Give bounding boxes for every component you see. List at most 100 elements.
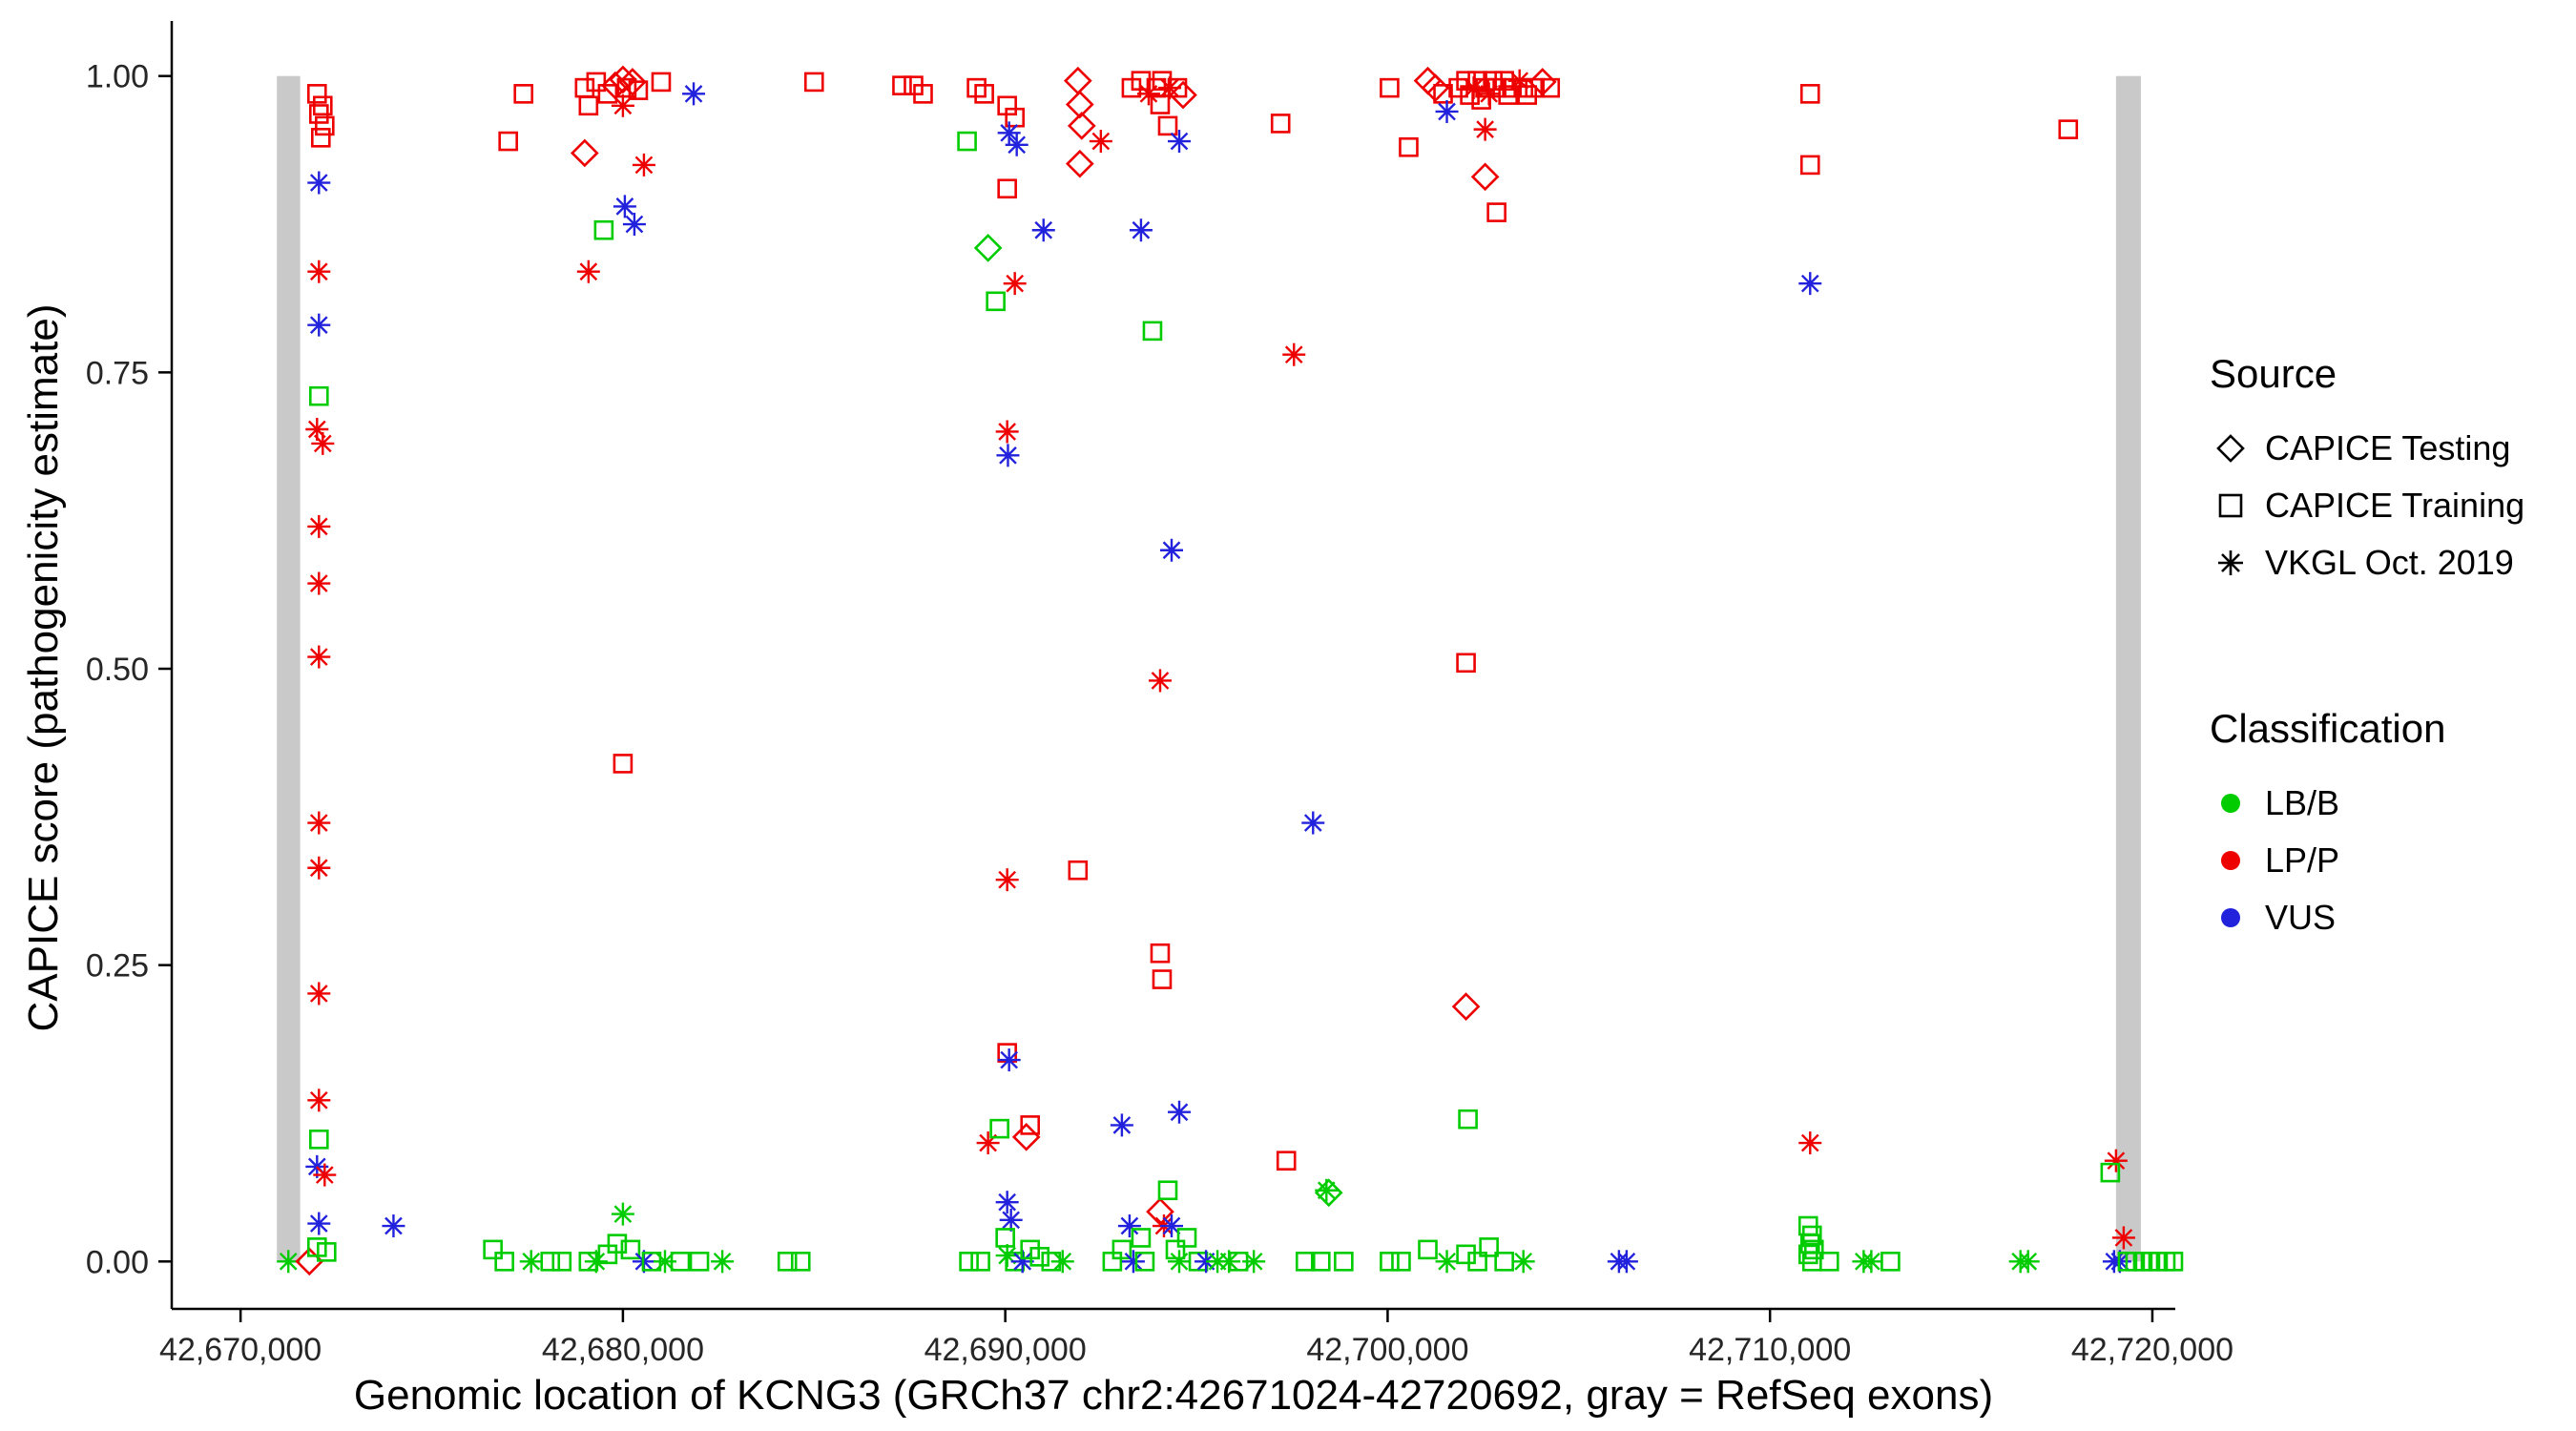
legend-item-label: CAPICE Testing: [2265, 428, 2511, 467]
data-point: [777, 1251, 798, 1272]
data-point: [973, 234, 1003, 262]
data-point: [1473, 117, 1497, 141]
data-point: [1142, 321, 1163, 342]
y-tick-label: 0.00: [86, 1244, 149, 1280]
y-axis-title: CAPICE score (pathogenicity estimate): [20, 303, 67, 1032]
y-tick-label: 1.00: [86, 59, 149, 95]
data-point: [1276, 1151, 1297, 1171]
data-point: [1301, 811, 1325, 835]
data-point: [1168, 130, 1192, 154]
data-point: [307, 313, 331, 337]
data-point: [1148, 669, 1172, 693]
data-point: [307, 571, 331, 595]
data-point: [593, 219, 614, 240]
x-tick-label: 42,710,000: [1689, 1332, 1851, 1368]
data-point: [970, 1251, 990, 1272]
data-point: [997, 178, 1017, 199]
data-point: [1486, 202, 1506, 222]
data-point: [790, 1251, 811, 1272]
data-point: [1168, 1100, 1192, 1124]
data-point: [2104, 1149, 2128, 1172]
data-point: [1435, 99, 1459, 123]
data-point: [1003, 272, 1027, 296]
data-point: [1117, 1214, 1141, 1238]
data-point: [315, 115, 335, 136]
data-point: [1798, 272, 1822, 296]
data-point: [1168, 1250, 1192, 1274]
data-point: [584, 1250, 608, 1274]
data-point: [1063, 66, 1092, 95]
data-point: [1458, 1109, 1478, 1130]
legend-item-label: VUS: [2265, 898, 2337, 937]
asterisk-icon: [2218, 550, 2243, 575]
legend-item-lbb: LB/B: [2210, 775, 2524, 832]
data-point: [1157, 115, 1178, 136]
data-point: [803, 72, 824, 93]
data-point: [1295, 1251, 1316, 1272]
data-point: [611, 1202, 634, 1226]
data-point: [957, 131, 977, 152]
data-point: [999, 1208, 1023, 1232]
data-point: [1068, 860, 1089, 881]
data-point: [498, 131, 518, 152]
data-point: [628, 80, 649, 100]
data-point: [1880, 1251, 1901, 1272]
data-point: [976, 1131, 1000, 1155]
data-point: [1067, 112, 1096, 140]
data-point: [1467, 1251, 1487, 1272]
data-point: [620, 1239, 641, 1260]
data-point: [609, 65, 637, 94]
data-point: [1146, 1197, 1174, 1226]
data-point: [1451, 992, 1481, 1021]
data-point: [2100, 1162, 2121, 1183]
legend-classification-title: Classification: [2210, 706, 2446, 751]
data-point: [1479, 1237, 1499, 1257]
data-point: [310, 128, 331, 148]
data-point: [1065, 90, 1094, 119]
data-point: [959, 1251, 979, 1272]
data-point: [974, 84, 994, 104]
data-point: [2016, 1250, 2040, 1274]
x-tick-label: 42,680,000: [542, 1332, 704, 1368]
data-point: [1799, 84, 1820, 104]
data-point: [1310, 1251, 1331, 1272]
data-point: [682, 82, 706, 106]
data-point: [1121, 1250, 1145, 1274]
data-point: [996, 444, 1020, 467]
data-point: [670, 1251, 691, 1272]
legend-item-vus: VUS: [2210, 889, 2524, 946]
data-point: [308, 1130, 329, 1150]
data-point: [1418, 1239, 1438, 1260]
data-point: [995, 1228, 1015, 1248]
y-tick-label: 0.75: [86, 355, 149, 391]
data-point: [711, 1250, 735, 1274]
data-point: [1314, 1178, 1343, 1208]
data-point: [576, 259, 600, 283]
x-tick-label: 42,700,000: [1306, 1332, 1468, 1368]
data-point: [494, 1251, 514, 1272]
data-point: [892, 75, 912, 95]
x-tick-label: 42,670,000: [159, 1332, 322, 1368]
data-point: [308, 385, 329, 406]
refseq-exon-bar: [277, 75, 301, 1262]
data-point: [307, 259, 331, 283]
data-point: [1159, 1214, 1183, 1238]
legend-item-label: CAPICE Training: [2265, 486, 2525, 525]
legend-source-title: Source: [2210, 351, 2337, 396]
data-point: [483, 1239, 503, 1260]
x-axis-title: Genomic location of KCNG3 (GRCh37 chr2:4…: [353, 1372, 1994, 1419]
data-point: [1065, 149, 1094, 178]
legend-item-vkgl: VKGL Oct. 2019: [2210, 534, 2524, 591]
data-point: [995, 1191, 1019, 1214]
data-point: [307, 1089, 331, 1112]
data-point: [1391, 1251, 1411, 1272]
data-point: [651, 72, 672, 93]
data-point: [307, 514, 331, 538]
data-point: [1798, 1131, 1822, 1155]
square-icon: [2218, 493, 2243, 518]
data-point: [986, 291, 1006, 312]
data-point: [1498, 85, 1518, 105]
legend-item-lpp: LP/P: [2210, 832, 2524, 889]
